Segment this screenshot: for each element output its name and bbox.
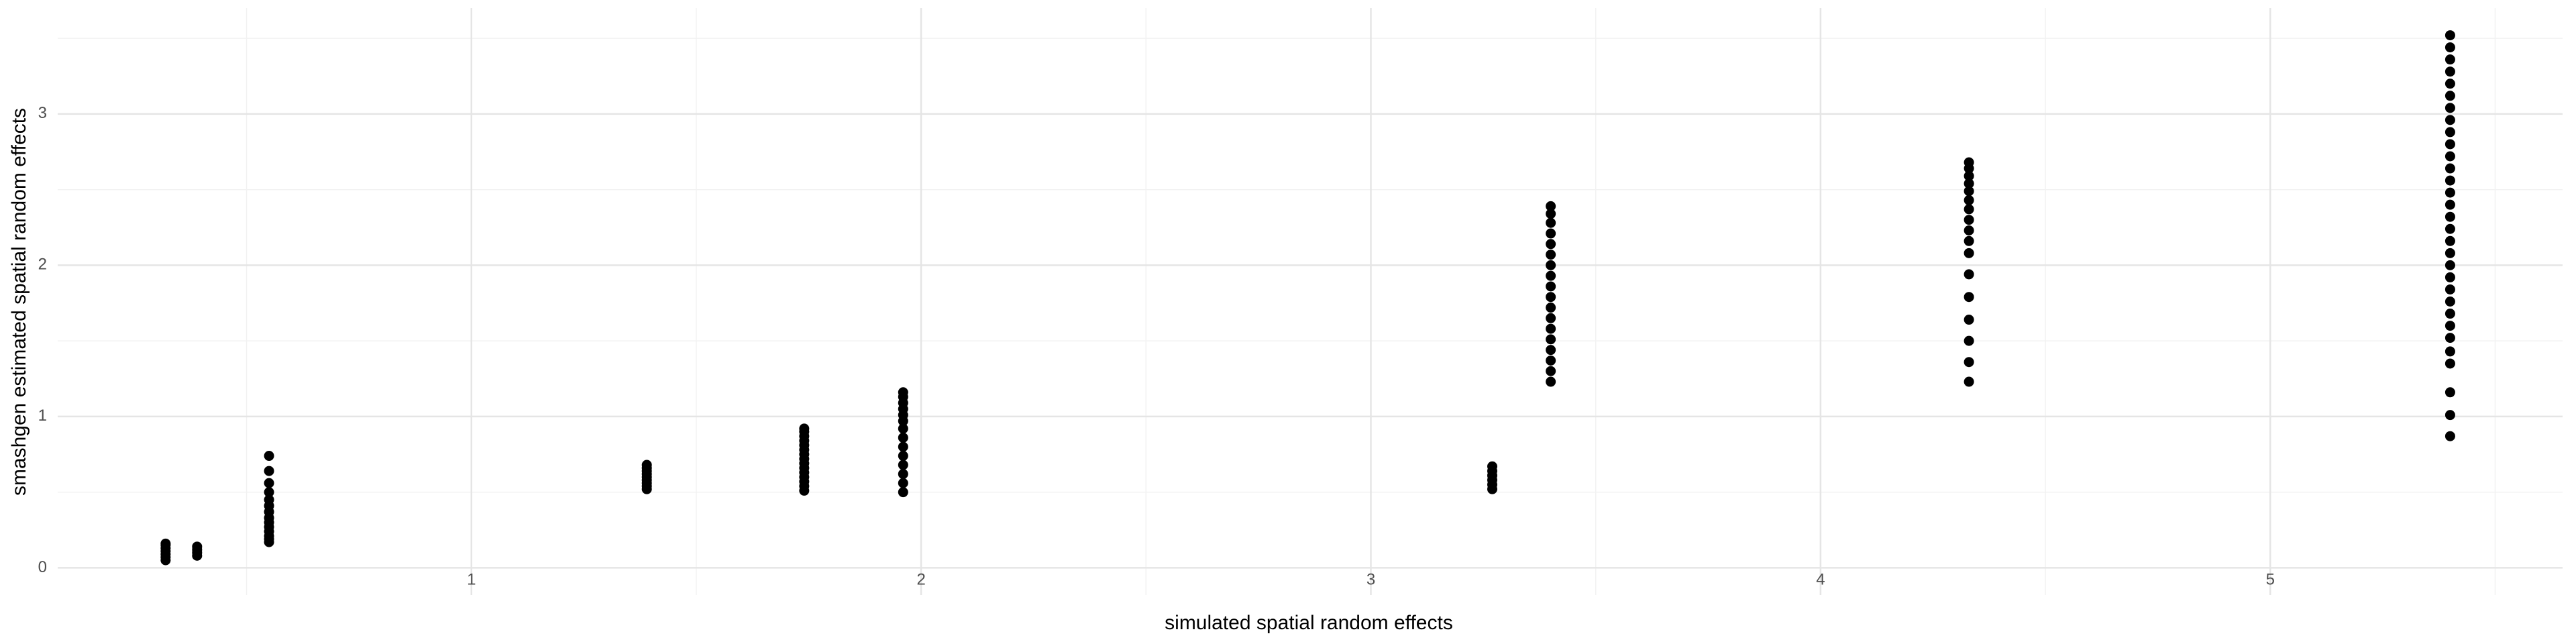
point <box>1546 323 1556 334</box>
point <box>1964 178 1974 189</box>
point <box>1964 204 1974 215</box>
point <box>1546 355 1556 366</box>
point <box>2445 199 2455 210</box>
point <box>264 451 274 462</box>
point <box>2445 333 2455 343</box>
point <box>1964 186 1974 197</box>
point <box>1546 209 1556 219</box>
point <box>1546 239 1556 250</box>
point <box>2445 127 2455 138</box>
point <box>2445 358 2455 369</box>
x-tick-label: 4 <box>1816 570 1825 588</box>
point <box>1964 215 1974 225</box>
point <box>264 487 274 498</box>
y-tick-label: 0 <box>38 558 47 576</box>
point <box>2445 297 2455 307</box>
point <box>2445 211 2455 222</box>
point <box>264 494 274 505</box>
point <box>1964 292 1974 303</box>
point <box>160 538 171 549</box>
point <box>2445 309 2455 319</box>
y-axis-title: smashgen estimated spatial random effect… <box>8 108 30 496</box>
x-axis-title: simulated spatial random effects <box>1165 612 1453 634</box>
point <box>898 423 908 434</box>
point <box>898 487 908 498</box>
point <box>641 460 652 470</box>
point <box>2445 30 2455 41</box>
point <box>2445 139 2455 150</box>
point <box>2445 431 2455 441</box>
point <box>1546 228 1556 239</box>
point <box>1964 235 1974 246</box>
point <box>192 541 203 552</box>
point <box>2445 284 2455 294</box>
point <box>1546 270 1556 281</box>
point <box>1546 250 1556 260</box>
point <box>2445 187 2455 198</box>
point <box>1546 313 1556 323</box>
point <box>2445 235 2455 246</box>
point <box>2445 248 2455 258</box>
point <box>2445 91 2455 101</box>
point <box>1487 461 1498 472</box>
point <box>1964 157 1974 168</box>
x-tick-label: 5 <box>2266 570 2275 588</box>
point <box>1964 170 1974 181</box>
point <box>1964 357 1974 368</box>
point <box>2445 387 2455 398</box>
point <box>1546 201 1556 211</box>
point <box>1964 269 1974 280</box>
point <box>2445 272 2455 282</box>
point <box>898 432 908 443</box>
point <box>1964 225 1974 236</box>
point <box>2445 66 2455 77</box>
point <box>1964 376 1974 387</box>
point <box>2445 346 2455 357</box>
grid <box>58 8 2563 595</box>
point <box>1546 303 1556 313</box>
point <box>2445 321 2455 331</box>
point <box>898 478 908 488</box>
point <box>2445 223 2455 234</box>
point <box>898 469 908 480</box>
x-tick-label: 2 <box>916 570 925 588</box>
point <box>2445 163 2455 174</box>
point <box>1546 217 1556 228</box>
point <box>2445 103 2455 113</box>
point <box>2445 260 2455 270</box>
point <box>1546 334 1556 345</box>
x-tick-label: 3 <box>1366 570 1375 588</box>
point <box>2445 151 2455 162</box>
point <box>1964 195 1974 205</box>
point <box>799 423 810 434</box>
point <box>2445 410 2455 421</box>
point <box>264 466 274 476</box>
point <box>1964 315 1974 325</box>
point <box>898 441 908 452</box>
point <box>898 460 908 470</box>
y-tick-label: 2 <box>38 256 47 274</box>
point <box>1546 281 1556 292</box>
y-tick-label: 1 <box>38 407 47 425</box>
x-tick-label: 1 <box>467 570 476 588</box>
point <box>1964 335 1974 346</box>
point <box>2445 115 2455 125</box>
point <box>2445 54 2455 65</box>
point <box>898 387 908 398</box>
point <box>264 478 274 488</box>
point <box>1546 345 1556 356</box>
point <box>1546 292 1556 303</box>
y-tick-label: 3 <box>38 104 47 122</box>
point <box>1546 376 1556 387</box>
point <box>1964 248 1974 258</box>
point <box>1546 366 1556 376</box>
point <box>2445 175 2455 186</box>
point <box>898 451 908 462</box>
point <box>1546 260 1556 270</box>
point <box>2445 42 2455 53</box>
point <box>2445 78 2455 89</box>
